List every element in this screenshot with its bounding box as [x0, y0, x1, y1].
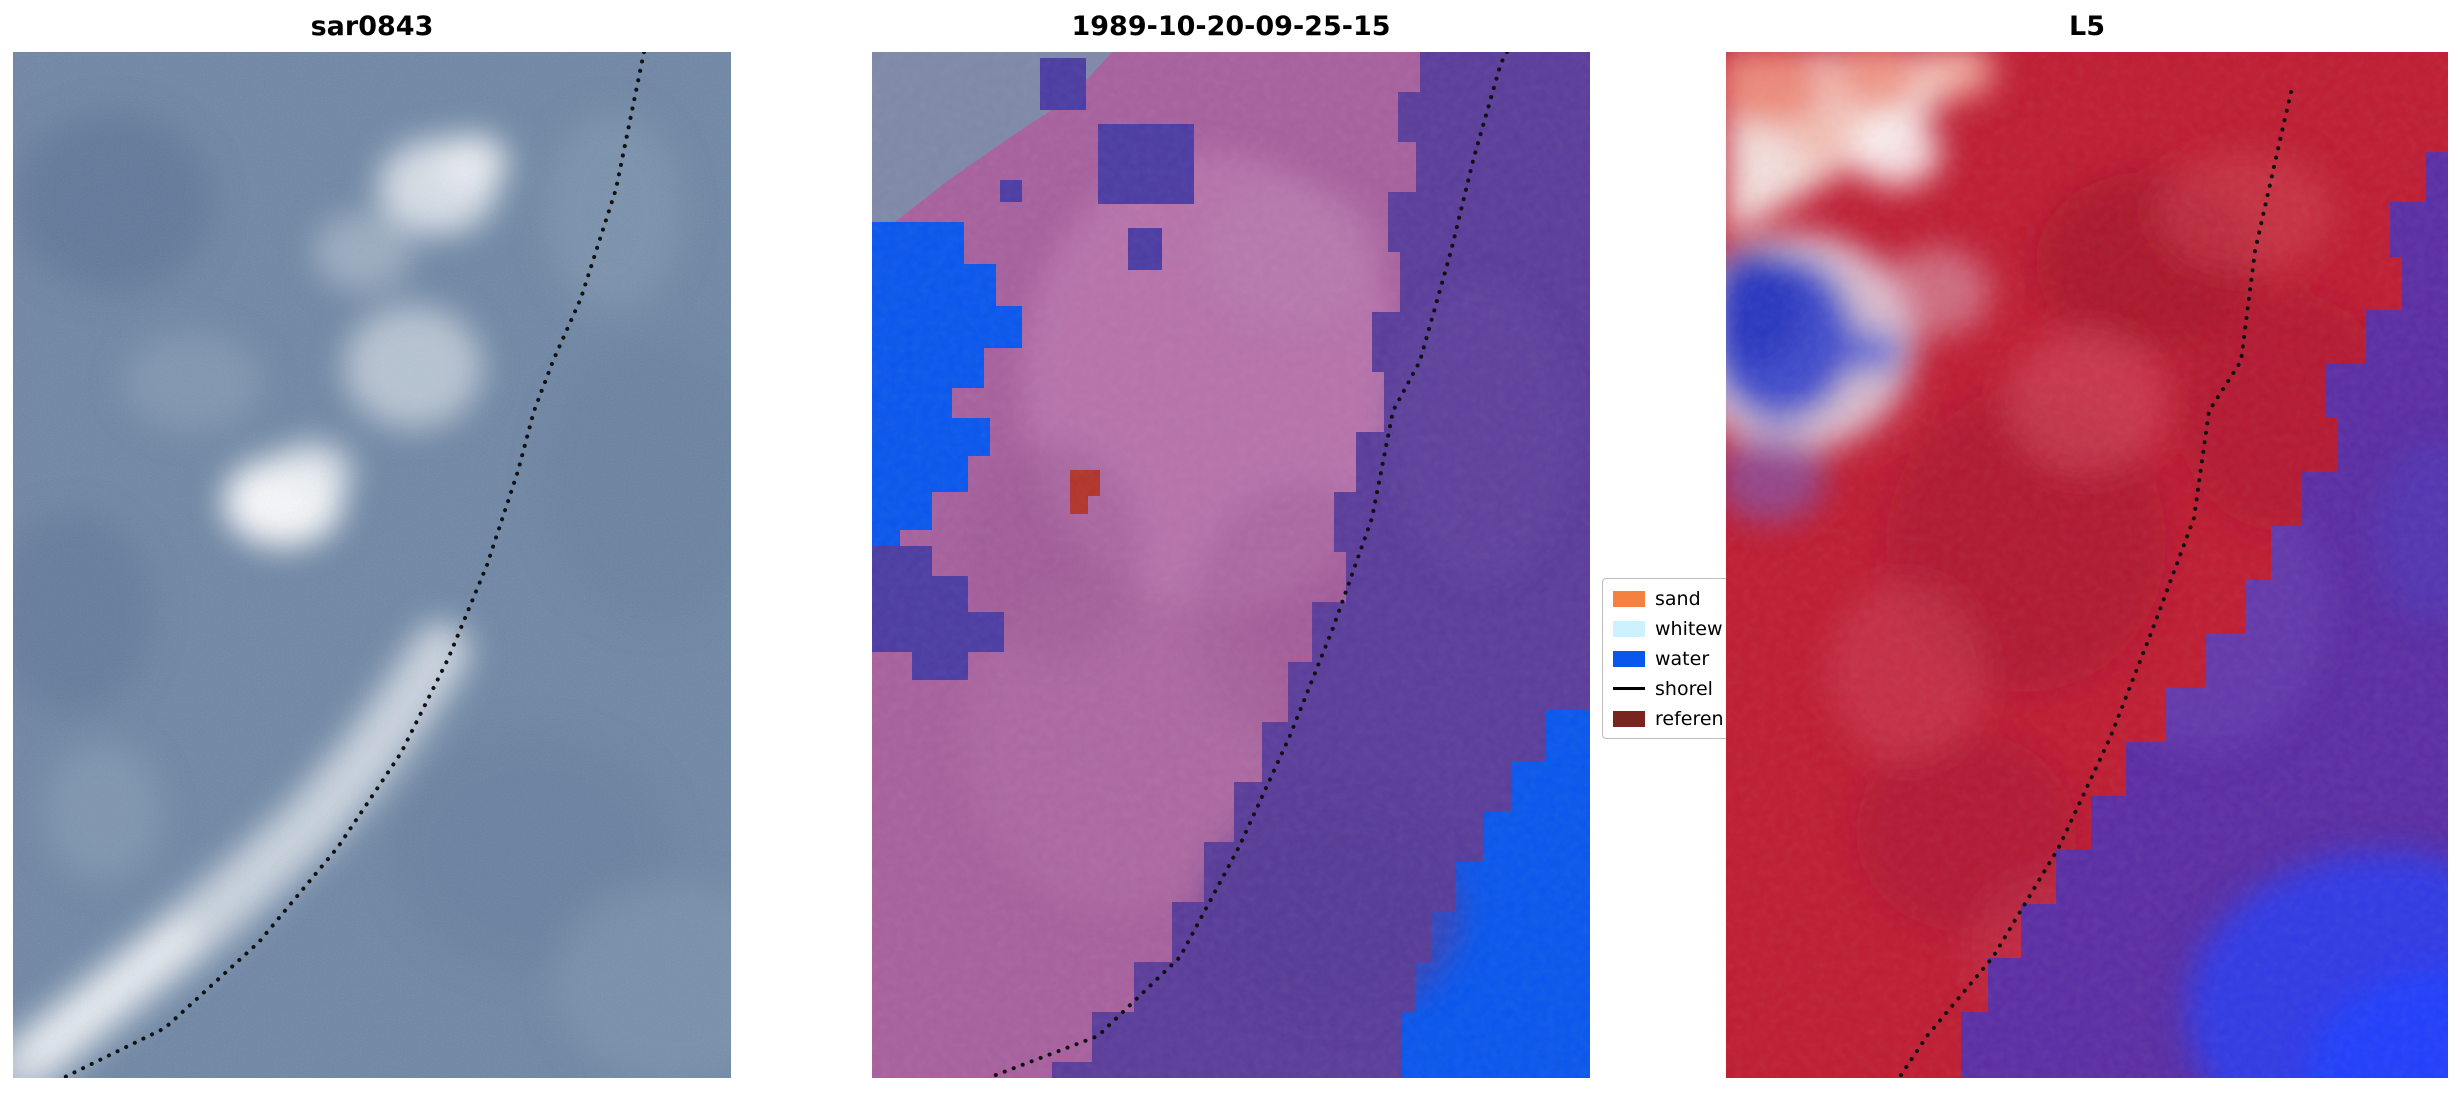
legend-swatch-shoreline-line	[1613, 687, 1645, 690]
legend-item-sand: sand	[1613, 587, 1809, 610]
shoreline-dotted-line	[61, 52, 646, 1078]
shoreline-dotted-line	[1897, 90, 2293, 1078]
sar-image-panel	[13, 52, 731, 1078]
legend-item-reference: referen	[1613, 707, 1809, 730]
legend-swatch-water	[1613, 650, 1645, 667]
legend-swatch-whitewater	[1613, 620, 1645, 637]
legend-label-sand: sand	[1655, 587, 1701, 610]
legend-label-water: water	[1655, 647, 1710, 670]
legend-label-whitewater: whitew	[1655, 617, 1723, 640]
l5-image	[1726, 52, 2448, 1078]
l5-image-panel	[1726, 52, 2448, 1078]
legend-swatch-reference	[1613, 710, 1645, 727]
panel-title-sar: sar0843	[310, 11, 434, 42]
legend-label-reference: referen	[1655, 707, 1724, 730]
sar-image	[13, 52, 731, 1078]
classification-image-panel	[872, 52, 1590, 1078]
legend-label-shoreline: shorel	[1655, 677, 1713, 700]
legend-item-whitewater: whitew	[1613, 617, 1809, 640]
panel-title-l5: L5	[2069, 11, 2105, 42]
classification-image	[872, 52, 1590, 1078]
legend-swatch-sand	[1613, 590, 1645, 607]
legend-item-shoreline: shorel	[1613, 677, 1809, 700]
legend-item-water: water	[1613, 647, 1809, 670]
panel-title-date: 1989-10-20-09-25-15	[1071, 11, 1391, 42]
